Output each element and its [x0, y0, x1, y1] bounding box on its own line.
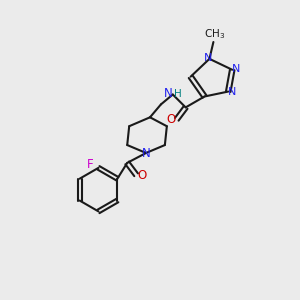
Text: F: F — [87, 158, 94, 171]
Text: N: N — [142, 148, 150, 160]
Text: N: N — [228, 86, 236, 97]
Text: O: O — [137, 169, 147, 182]
Text: N: N — [164, 87, 172, 100]
Text: CH$_3$: CH$_3$ — [204, 27, 225, 41]
Text: N: N — [232, 64, 240, 74]
Text: N: N — [204, 53, 213, 63]
Text: O: O — [166, 113, 176, 126]
Text: H: H — [174, 88, 182, 98]
